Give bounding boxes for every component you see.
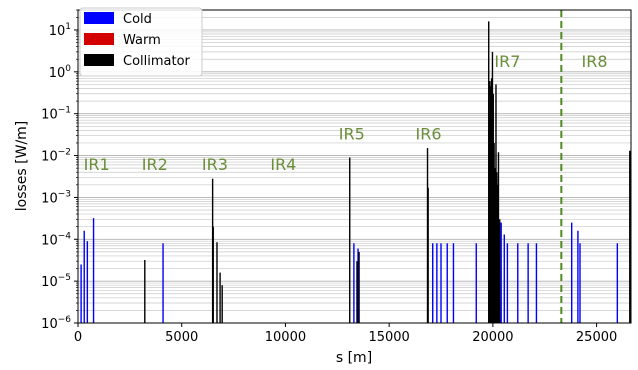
x-tick-label: 10000 bbox=[265, 330, 306, 345]
ir-label: IR5 bbox=[339, 125, 365, 144]
y-tick-label: 10−5 bbox=[41, 273, 71, 290]
x-tick-label: 20000 bbox=[472, 330, 513, 345]
x-tick-label: 15000 bbox=[368, 330, 409, 345]
x-tick-label: 5000 bbox=[165, 330, 198, 345]
y-axis-label: losses [W/m] bbox=[14, 121, 30, 212]
ir-annotations: IR1 IR2 IR3 IR4 IR5 IR6 IR7 IR8 bbox=[84, 52, 608, 174]
y-tick-label: 101 bbox=[49, 22, 71, 39]
x-tick-label: 25000 bbox=[576, 330, 617, 345]
ir-label: IR1 bbox=[84, 155, 110, 174]
legend-label: Warm bbox=[123, 33, 161, 48]
ir-label: IR8 bbox=[582, 52, 608, 71]
plot-frame bbox=[77, 9, 632, 324]
ir-label: IR2 bbox=[142, 155, 168, 174]
x-tick-label: 0 bbox=[74, 330, 82, 345]
bars-layer bbox=[80, 21, 631, 323]
legend-label: Cold bbox=[123, 12, 152, 27]
x-axis-label: s [m] bbox=[336, 350, 372, 366]
ticks-layer: 0 5000 10000 15000 20000 25000 10−6 10−5 10−4 10−… bbox=[41, 9, 617, 345]
y-tick-label: 10−2 bbox=[41, 148, 71, 165]
y-tick-label: 10−1 bbox=[41, 106, 71, 123]
y-tick-label: 10−3 bbox=[41, 189, 71, 206]
ir-label: IR7 bbox=[494, 52, 520, 71]
y-tick-label: 10−6 bbox=[41, 315, 71, 332]
legend: Cold Warm Collimator bbox=[79, 7, 203, 77]
legend-swatch bbox=[84, 54, 114, 66]
legend-swatch bbox=[84, 12, 114, 24]
ir-label: IR4 bbox=[270, 155, 296, 174]
legend-swatch bbox=[84, 33, 114, 45]
ir-label: IR3 bbox=[202, 155, 228, 174]
y-tick-label: 100 bbox=[49, 64, 72, 81]
ir-label: IR6 bbox=[416, 125, 442, 144]
legend-label: Collimator bbox=[123, 54, 191, 69]
y-tick-label: 10−4 bbox=[41, 231, 71, 248]
